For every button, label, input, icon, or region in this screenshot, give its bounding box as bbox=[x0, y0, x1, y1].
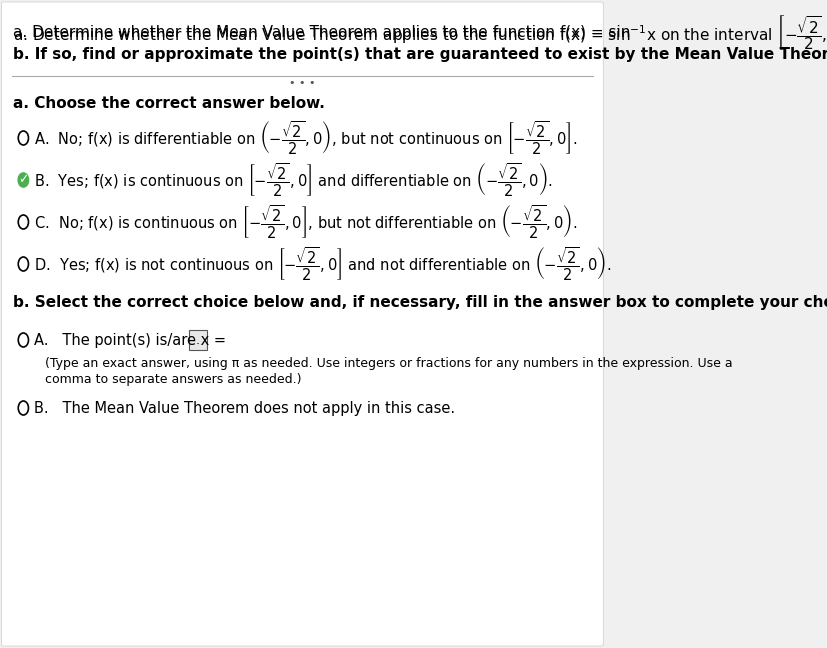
Circle shape bbox=[18, 215, 28, 229]
Text: a. Determine whether the Mean Value Theorem applies to the function f(x) = sin$^: a. Determine whether the Mean Value Theo… bbox=[13, 14, 827, 52]
Circle shape bbox=[18, 173, 28, 187]
Circle shape bbox=[18, 257, 28, 271]
Text: a. Choose the correct answer below.: a. Choose the correct answer below. bbox=[13, 95, 325, 111]
Text: b. If so, find or approximate the point(s) that are guaranteed to exist by the M: b. If so, find or approximate the point(… bbox=[13, 47, 827, 62]
Circle shape bbox=[18, 333, 28, 347]
FancyBboxPatch shape bbox=[189, 330, 207, 350]
Text: a. Determine whether the Mean Value Theorem applies to the function f(x) = sin: a. Determine whether the Mean Value Theo… bbox=[13, 25, 629, 40]
Text: • • •: • • • bbox=[289, 78, 315, 88]
Text: A.   The point(s) is/are x =: A. The point(s) is/are x = bbox=[34, 332, 230, 347]
Text: C.  No; f(x) is continuous on $\left[-\dfrac{\sqrt{2}}{2},0\right]$, but not dif: C. No; f(x) is continuous on $\left[-\df… bbox=[34, 203, 576, 240]
Circle shape bbox=[18, 401, 28, 415]
Text: b. Select the correct choice below and, if necessary, fill in the answer box to : b. Select the correct choice below and, … bbox=[13, 295, 827, 310]
Text: ✓: ✓ bbox=[18, 174, 29, 187]
Text: comma to separate answers as needed.): comma to separate answers as needed.) bbox=[45, 373, 301, 386]
Text: B.   The Mean Value Theorem does not apply in this case.: B. The Mean Value Theorem does not apply… bbox=[34, 400, 454, 415]
Text: A.  No; f(x) is differentiable on $\left(-\dfrac{\sqrt{2}}{2},0\right)$, but not: A. No; f(x) is differentiable on $\left(… bbox=[34, 119, 576, 157]
Text: D.  Yes; f(x) is not continuous on $\left[-\dfrac{\sqrt{2}}{2},0\right]$ and not: D. Yes; f(x) is not continuous on $\left… bbox=[34, 246, 610, 283]
Text: (Type an exact answer, using π as needed. Use integers or fractions for any numb: (Type an exact answer, using π as needed… bbox=[45, 356, 732, 369]
Text: B.  Yes; f(x) is continuous on $\left[-\dfrac{\sqrt{2}}{2},0\right]$ and differe: B. Yes; f(x) is continuous on $\left[-\d… bbox=[34, 161, 552, 199]
FancyBboxPatch shape bbox=[2, 2, 603, 646]
Circle shape bbox=[18, 131, 28, 145]
Text: .: . bbox=[196, 334, 199, 347]
